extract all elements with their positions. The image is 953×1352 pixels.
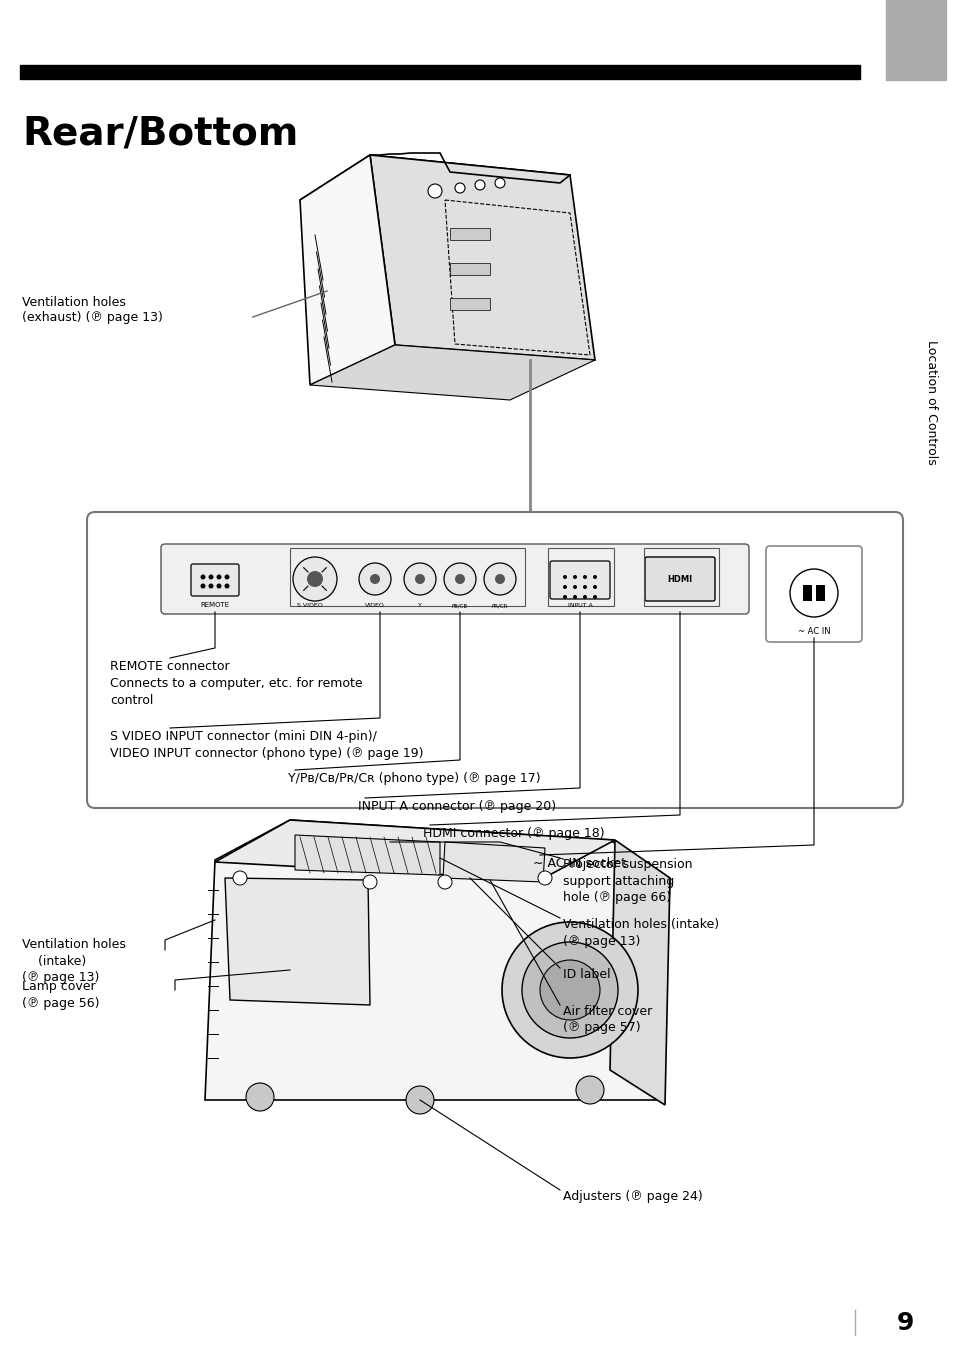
Polygon shape	[299, 155, 569, 220]
Text: ID label: ID label	[562, 968, 610, 982]
Circle shape	[293, 557, 336, 602]
Text: INPUT A: INPUT A	[567, 603, 592, 608]
Text: ∼ AC IN socket: ∼ AC IN socket	[533, 857, 625, 869]
Bar	[450, 264, 490, 274]
Circle shape	[537, 871, 552, 886]
Circle shape	[406, 1086, 434, 1114]
Text: VIDEO: VIDEO	[365, 603, 384, 608]
Polygon shape	[225, 877, 370, 1005]
Circle shape	[233, 871, 247, 886]
Circle shape	[209, 575, 213, 580]
Text: PR/CR: PR/CR	[492, 603, 508, 608]
Text: INPUT A connector (℗ page 20): INPUT A connector (℗ page 20)	[357, 800, 556, 813]
Text: HDMI: HDMI	[667, 575, 692, 584]
Polygon shape	[370, 155, 595, 360]
Polygon shape	[310, 345, 595, 400]
Circle shape	[495, 575, 504, 584]
Bar	[20, 65, 859, 78]
Circle shape	[593, 575, 597, 579]
FancyBboxPatch shape	[191, 564, 239, 596]
Bar	[643, 548, 719, 606]
FancyBboxPatch shape	[550, 561, 609, 599]
Text: Projector suspension
support attaching
hole (℗ page 66): Projector suspension support attaching h…	[562, 859, 692, 904]
Circle shape	[521, 942, 618, 1038]
Bar	[450, 297, 490, 310]
Text: ~ AC IN: ~ AC IN	[797, 627, 829, 635]
Circle shape	[224, 575, 230, 580]
Circle shape	[209, 584, 213, 588]
Polygon shape	[214, 821, 615, 880]
Circle shape	[415, 575, 424, 584]
Circle shape	[573, 595, 577, 599]
Circle shape	[370, 575, 379, 584]
Text: PB/CB: PB/CB	[452, 603, 468, 608]
Circle shape	[573, 575, 577, 579]
Circle shape	[475, 180, 484, 191]
Polygon shape	[299, 155, 395, 385]
Circle shape	[562, 575, 566, 579]
Polygon shape	[205, 821, 669, 1101]
Polygon shape	[294, 836, 439, 875]
Circle shape	[562, 595, 566, 599]
Circle shape	[216, 575, 221, 580]
Circle shape	[200, 584, 205, 588]
Circle shape	[246, 1083, 274, 1111]
Text: Lamp cover
(℗ page 56): Lamp cover (℗ page 56)	[22, 980, 99, 1010]
Circle shape	[455, 183, 464, 193]
Text: Rear/Bottom: Rear/Bottom	[22, 115, 298, 153]
Circle shape	[443, 562, 476, 595]
Text: Adjusters (℗ page 24): Adjusters (℗ page 24)	[562, 1190, 702, 1203]
Circle shape	[789, 569, 837, 617]
Text: Air filter cover
(℗ page 57): Air filter cover (℗ page 57)	[562, 1005, 652, 1034]
Circle shape	[358, 562, 391, 595]
Circle shape	[562, 585, 566, 589]
Text: Ventilation holes (intake)
(℗ page 13): Ventilation holes (intake) (℗ page 13)	[562, 918, 719, 948]
Circle shape	[539, 960, 599, 1019]
FancyBboxPatch shape	[765, 546, 862, 642]
Text: REMOTE: REMOTE	[200, 602, 230, 608]
Circle shape	[495, 178, 504, 188]
Circle shape	[200, 575, 205, 580]
Bar	[802, 585, 811, 602]
FancyBboxPatch shape	[87, 512, 902, 808]
Circle shape	[582, 585, 586, 589]
Circle shape	[582, 575, 586, 579]
Text: Ventilation holes
(exhaust) (℗ page 13): Ventilation holes (exhaust) (℗ page 13)	[22, 296, 163, 324]
FancyBboxPatch shape	[644, 557, 714, 602]
Text: Y/Pʙ/Cʙ/Pʀ/Cʀ (phono type) (℗ page 17): Y/Pʙ/Cʙ/Pʀ/Cʀ (phono type) (℗ page 17)	[288, 772, 540, 786]
Circle shape	[483, 562, 516, 595]
Text: Location of Controls: Location of Controls	[924, 339, 938, 465]
Text: HDMI connector (℗ page 18): HDMI connector (℗ page 18)	[422, 827, 604, 840]
Circle shape	[501, 922, 638, 1059]
Circle shape	[216, 584, 221, 588]
FancyBboxPatch shape	[161, 544, 748, 614]
Circle shape	[593, 595, 597, 599]
Bar	[290, 548, 524, 606]
Circle shape	[455, 575, 464, 584]
Circle shape	[576, 1076, 603, 1105]
Circle shape	[224, 584, 230, 588]
Text: Y: Y	[417, 603, 421, 608]
Bar	[450, 228, 490, 241]
Bar	[547, 548, 614, 606]
Bar	[815, 585, 824, 602]
Circle shape	[582, 595, 586, 599]
Circle shape	[307, 571, 323, 587]
Text: REMOTE connector
Connects to a computer, etc. for remote
control: REMOTE connector Connects to a computer,…	[110, 660, 362, 707]
Circle shape	[437, 875, 452, 890]
Text: S VIDEO: S VIDEO	[296, 603, 322, 608]
Bar	[885, 0, 945, 80]
Circle shape	[403, 562, 436, 595]
Circle shape	[573, 585, 577, 589]
Text: 9: 9	[896, 1311, 913, 1334]
Text: Ventilation holes
    (intake)
(℗ page 13): Ventilation holes (intake) (℗ page 13)	[22, 938, 126, 984]
Circle shape	[363, 875, 376, 890]
Circle shape	[593, 585, 597, 589]
Polygon shape	[442, 842, 544, 882]
Circle shape	[428, 184, 441, 197]
Text: S VIDEO INPUT connector (mini DIN 4-pin)/
VIDEO INPUT connector (phono type) (℗ : S VIDEO INPUT connector (mini DIN 4-pin)…	[110, 730, 423, 760]
Polygon shape	[609, 840, 669, 1105]
